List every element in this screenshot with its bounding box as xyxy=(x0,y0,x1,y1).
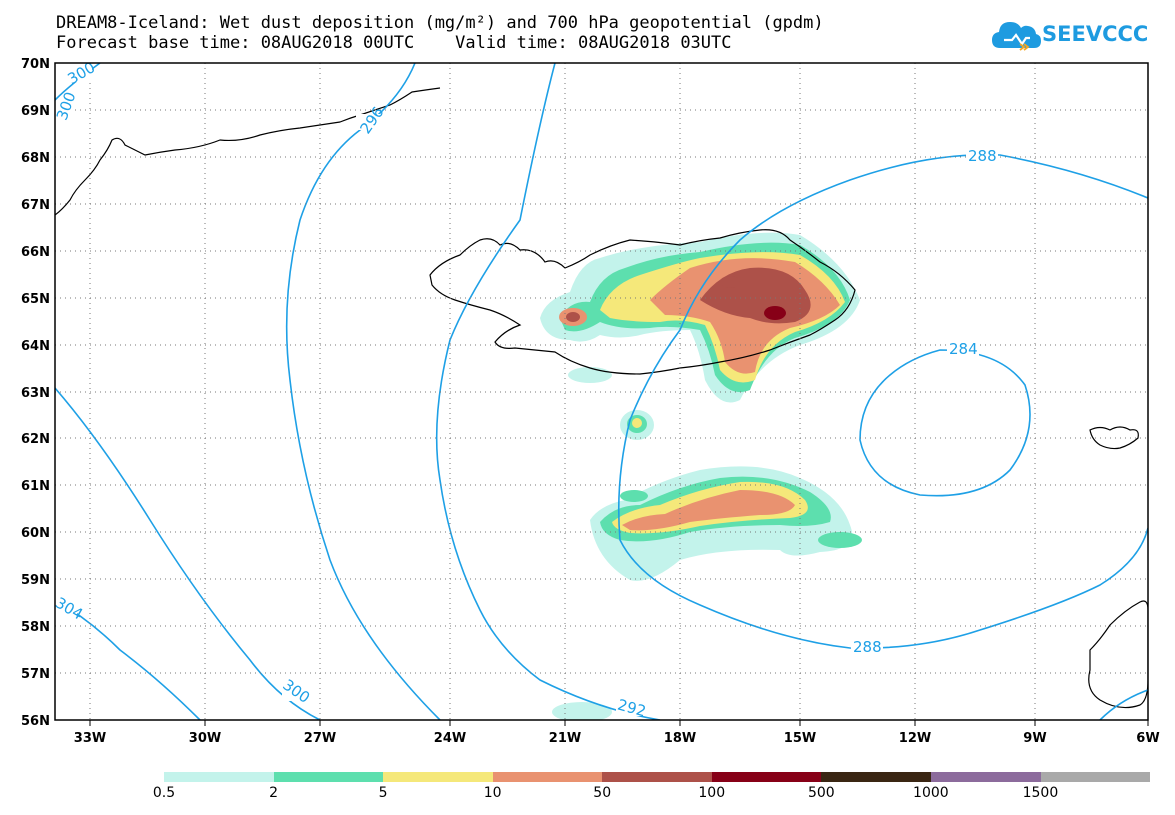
contour-300-north xyxy=(55,63,101,101)
contour-292 xyxy=(435,63,661,720)
lat-label: 62N xyxy=(21,432,50,447)
lat-label: 59N xyxy=(21,573,50,588)
lon-label: 27W xyxy=(304,731,336,746)
faroe-coast xyxy=(1089,426,1139,450)
lat-label: 58N xyxy=(21,620,50,635)
dust-spot-south xyxy=(568,367,612,383)
lat-label: 66N xyxy=(21,245,50,260)
legend-tick-label: 1000 xyxy=(913,785,949,801)
axis-ticks xyxy=(89,720,1149,726)
lat-label: 57N xyxy=(21,667,50,682)
lat-label: 65N xyxy=(21,292,50,307)
legend-tick-label: 500 xyxy=(807,785,835,801)
iceland-coast xyxy=(429,229,856,375)
contour-label-284: 284 xyxy=(949,340,978,358)
geopotential-contours xyxy=(55,63,1148,720)
lat-label: 64N xyxy=(21,339,50,354)
contour-southeast xyxy=(1099,689,1148,720)
contour-296 xyxy=(285,63,441,720)
dust-deposition-field xyxy=(540,232,862,720)
legend-swatch xyxy=(383,772,493,782)
lat-label: 70N xyxy=(21,57,50,72)
lat-label: 68N xyxy=(21,151,50,166)
dust-peak-a xyxy=(764,306,786,320)
seevccc-logo: SEEVCCC xyxy=(990,14,1148,56)
legend-tick-label: 2 xyxy=(269,785,279,801)
lat-label: 67N xyxy=(21,198,50,213)
lat-label: 60N xyxy=(21,526,50,541)
contour-300-south xyxy=(55,387,321,720)
legend-swatch xyxy=(930,772,1041,782)
cloud-icon xyxy=(992,22,1041,51)
legend-tick-label: 5 xyxy=(378,785,388,801)
map-subtitle: Forecast base time: 08AUG2018 00UTC Vali… xyxy=(56,33,732,53)
dust-spot-west-core xyxy=(566,312,580,322)
contour-label-288-n: 288 xyxy=(968,147,997,165)
contour-288-outer xyxy=(617,153,1148,649)
map-title: DREAM8-Iceland: Wet dust deposition (mg/… xyxy=(56,13,824,33)
coastlines xyxy=(55,87,1148,709)
lat-label: 56N xyxy=(21,714,50,729)
latitude-labels: 70N 69N 68N 67N 66N 65N 64N 63N 62N 61N … xyxy=(21,57,50,729)
legend-swatch xyxy=(273,772,384,782)
lon-label: 30W xyxy=(189,731,221,746)
legend-swatch xyxy=(602,772,712,782)
contour-label-296: 296 xyxy=(356,103,387,137)
greenland-coast xyxy=(55,87,441,216)
legend-swatch xyxy=(711,772,822,782)
dust-peak-b xyxy=(720,276,740,288)
contour-label-288-s: 288 xyxy=(853,638,882,656)
logo-text: SEEVCCC xyxy=(1042,22,1149,46)
lon-label: 15W xyxy=(784,731,816,746)
contour-labels: 300 296 288 284 288 292 300 304 300 xyxy=(52,58,998,720)
lon-label: 12W xyxy=(899,731,931,746)
legend-tick-label: 100 xyxy=(698,785,726,801)
lat-label: 63N xyxy=(21,386,50,401)
contour-label-300-s: 300 xyxy=(279,676,313,707)
color-legend xyxy=(164,772,1151,782)
lat-label: 69N xyxy=(21,104,50,119)
legend-tick-label: 50 xyxy=(593,785,612,801)
legend-swatch xyxy=(821,772,931,782)
lon-label: 24W xyxy=(434,731,466,746)
legend-swatch xyxy=(492,772,603,782)
longitude-labels: 33W 30W 27W 24W 21W 18W 15W 12W 9W 6W xyxy=(74,731,1160,746)
scotland-coast xyxy=(1088,600,1148,709)
lon-label: 18W xyxy=(664,731,696,746)
legend-swatch xyxy=(164,772,274,782)
contour-284 xyxy=(859,349,1031,497)
dust-area-south-4 xyxy=(622,490,795,531)
legend-swatch xyxy=(1040,772,1151,782)
legend-tick-label: 0.5 xyxy=(152,785,176,801)
lon-label: 21W xyxy=(549,731,581,746)
legend-tick-label: 1500 xyxy=(1022,785,1059,801)
lon-label: 6W xyxy=(1136,731,1159,746)
contour-label-300-edge: 300 xyxy=(53,90,80,123)
lat-label: 61N xyxy=(21,479,50,494)
lon-label: 9W xyxy=(1023,731,1046,746)
legend-tick-label: 10 xyxy=(483,785,502,801)
map-frame xyxy=(54,62,1149,721)
lon-label: 33W xyxy=(74,731,106,746)
